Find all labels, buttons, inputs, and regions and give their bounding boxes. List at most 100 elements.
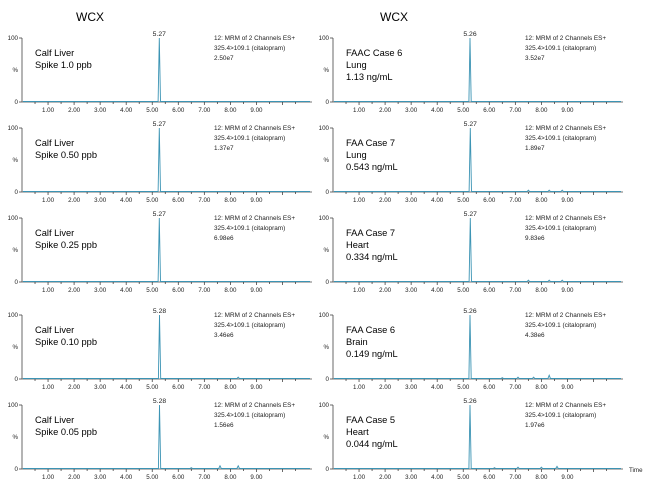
x-tick-label: 7.00: [198, 474, 211, 481]
peak-label: 5.27: [153, 121, 166, 128]
chromatogram-panel: 100 0% 1.00 2.00 3.00 4.00 5.00 6.00 7.00 8.00 9.0…: [319, 31, 623, 114]
channel-info: 12: MRM of 2 Channels ES+: [525, 312, 606, 319]
chromatogram-trace: [334, 404, 621, 469]
x-tick-label: 9.00: [561, 474, 574, 481]
x-tick-label: 3.00: [94, 474, 107, 481]
x-tick-label: 6.00: [172, 287, 185, 294]
sample-label: Lung: [346, 150, 367, 160]
x-tick-label: 4.00: [120, 474, 133, 481]
x-tick-label: 3.00: [405, 287, 418, 294]
sample-label: 0.334 ng/mL: [346, 252, 398, 262]
column-header-right: WCX: [380, 10, 408, 24]
y-tick-label: 0: [15, 279, 19, 286]
x-tick-label: 5.00: [457, 287, 470, 294]
sample-label: Calf Liver: [35, 415, 74, 425]
x-tick-label: 2.00: [68, 287, 81, 294]
channel-info: 12: MRM of 2 Channels ES+: [525, 402, 606, 409]
y-tick-label: 100: [8, 402, 19, 409]
sample-label: Spike 1.0 ppb: [35, 60, 92, 70]
sample-label: 0.543 ng/mL: [346, 162, 398, 172]
y-axis-label: %: [12, 157, 18, 164]
channel-info: 12: MRM of 2 Channels ES+: [214, 402, 295, 409]
x-tick-label: 9.00: [561, 197, 574, 204]
channel-info: 325.4>109.1 (citalopram): [525, 45, 596, 52]
sample-label: Calf Liver: [35, 138, 74, 148]
x-tick-label: 4.00: [431, 107, 444, 114]
y-axis-label: %: [323, 344, 329, 351]
x-tick-label: 9.00: [561, 287, 574, 294]
x-tick-label: 7.00: [509, 107, 522, 114]
sample-label: FAA Case 7: [346, 228, 395, 238]
y-tick-label: 0: [326, 189, 330, 196]
x-tick-label: 6.00: [172, 474, 185, 481]
x-tick-label: 8.00: [224, 384, 237, 391]
x-tick-label: 7.00: [198, 107, 211, 114]
y-tick-label: 0: [326, 376, 330, 383]
x-axis-label: Time: [629, 467, 643, 474]
channel-info: 325.4>109.1 (citalopram): [525, 225, 596, 232]
channel-info: 325.4>109.1 (citalopram): [214, 135, 285, 142]
y-tick-label: 100: [319, 215, 330, 222]
peak-label: 5.28: [153, 398, 166, 405]
x-tick-label: 4.00: [431, 287, 444, 294]
x-tick-label: 6.00: [172, 107, 185, 114]
x-tick-label: 4.00: [431, 474, 444, 481]
x-tick-label: 1.00: [353, 197, 366, 204]
x-tick-label: 1.00: [42, 197, 55, 204]
channel-info: 325.4>109.1 (citalopram): [214, 322, 285, 329]
y-tick-label: 0: [15, 376, 19, 383]
chromatogram-trace: [23, 127, 310, 192]
chromatogram-panel: 100 0% 1.00 2.00 3.00 4.00 5.00 6.00 7.00 8.00 9.0…: [8, 211, 312, 294]
chromatogram-trace: [334, 37, 621, 102]
chromatogram-trace: [23, 314, 310, 379]
channel-info: 12: MRM of 2 Channels ES+: [214, 215, 295, 222]
x-tick-label: 5.00: [146, 107, 159, 114]
peak-label: 5.27: [153, 31, 166, 38]
column-header-left: WCX: [76, 10, 104, 24]
channel-info: 325.4>109.1 (citalopram): [214, 412, 285, 419]
y-tick-label: 100: [319, 35, 330, 42]
x-tick-label: 7.00: [198, 197, 211, 204]
y-tick-label: 100: [319, 125, 330, 132]
x-tick-label: 5.00: [146, 197, 159, 204]
x-tick-label: 1.00: [353, 107, 366, 114]
channel-info: 3.52e7: [525, 55, 545, 62]
x-tick-label: 2.00: [379, 474, 392, 481]
chromatogram-panel: 100 0% 1.00 2.00 3.00 4.00 5.00 6.00 7.00 8.00 9.0…: [8, 308, 312, 391]
x-tick-label: 8.00: [535, 107, 548, 114]
sample-label: Lung: [346, 60, 367, 70]
chromatogram-panel: 100 0% 1.00 2.00 3.00 4.00 5.00 6.00 7.00 8.00 9.0…: [8, 31, 312, 114]
y-tick-label: 100: [8, 215, 19, 222]
y-tick-label: 0: [326, 279, 330, 286]
channel-info: 12: MRM of 2 Channels ES+: [214, 312, 295, 319]
x-tick-label: 1.00: [42, 474, 55, 481]
chromatogram-panel: 100 0% 1.00 2.00 3.00 4.00 5.00 6.00 7.00 8.00 9.0…: [319, 121, 623, 204]
peak-label: 5.27: [464, 121, 477, 128]
x-tick-label: 8.00: [535, 384, 548, 391]
peak-label: 5.26: [463, 308, 476, 315]
x-tick-label: 2.00: [379, 287, 392, 294]
x-tick-label: 9.00: [250, 197, 263, 204]
channel-info: 12: MRM of 2 Channels ES+: [214, 35, 295, 42]
sample-label: FAA Case 5: [346, 415, 395, 425]
x-tick-label: 3.00: [405, 474, 418, 481]
channel-info: 4.38e6: [525, 332, 545, 339]
x-tick-label: 7.00: [509, 287, 522, 294]
channel-info: 1.97e6: [525, 422, 545, 429]
x-tick-label: 6.00: [483, 287, 496, 294]
x-tick-label: 5.00: [457, 384, 470, 391]
x-tick-label: 8.00: [224, 287, 237, 294]
channel-info: 325.4>109.1 (citalopram): [525, 412, 596, 419]
x-tick-label: 1.00: [353, 474, 366, 481]
sample-label: Spike 0.25 ppb: [35, 240, 97, 250]
chromatogram-trace: [23, 217, 310, 282]
chromatogram-trace: [334, 314, 621, 379]
x-tick-label: 5.00: [146, 384, 159, 391]
x-tick-label: 9.00: [561, 107, 574, 114]
sample-label: Spike 0.50 ppb: [35, 150, 97, 160]
x-tick-label: 5.00: [146, 287, 159, 294]
channel-info: 1.89e7: [525, 145, 545, 152]
peak-label: 5.27: [464, 211, 477, 218]
x-tick-label: 2.00: [68, 197, 81, 204]
